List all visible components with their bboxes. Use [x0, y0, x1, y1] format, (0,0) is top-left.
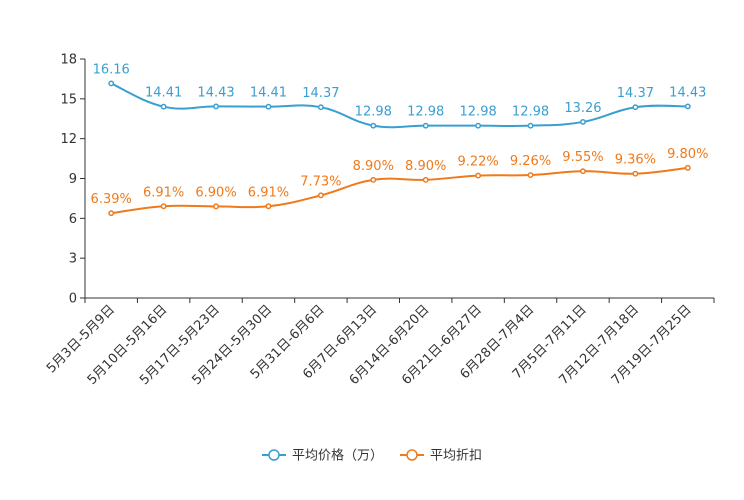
- data-label: 12.98: [512, 105, 549, 120]
- data-point: [370, 176, 377, 183]
- data-label: 8.90%: [353, 159, 394, 174]
- legend-swatch-marker: [268, 449, 280, 461]
- data-label: 14.43: [197, 85, 234, 100]
- data-point: [580, 168, 586, 175]
- data-point: [370, 122, 377, 129]
- data-point: [213, 203, 219, 210]
- data-label: 12.98: [355, 105, 392, 120]
- data-label: 9.22%: [457, 155, 498, 170]
- data-point: [265, 103, 272, 110]
- data-point: [108, 80, 115, 87]
- data-point: [580, 118, 586, 125]
- data-label: 12.98: [407, 105, 444, 120]
- legend: 平均价格（万） 平均折扣: [262, 448, 482, 464]
- data-point: [632, 104, 639, 111]
- y-tick-label: 18: [60, 53, 77, 68]
- data-point: [213, 103, 219, 110]
- data-label: 16.16: [93, 62, 130, 77]
- data-point: [527, 172, 534, 178]
- y-tick-label: 12: [60, 132, 77, 147]
- data-labels: 16.16 14.41 14.43 14.41 14.37 12.98 12.98 12.98…: [91, 62, 709, 207]
- legend-label: 平均折扣: [430, 449, 482, 464]
- data-label: 14.41: [145, 86, 182, 101]
- data-label: 6.91%: [143, 185, 184, 200]
- y-tick-label: 0: [69, 292, 77, 307]
- data-label: 6.90%: [195, 185, 236, 200]
- data-label: 13.26: [564, 101, 601, 116]
- data-label: 14.37: [617, 86, 654, 101]
- data-label: 9.26%: [510, 154, 551, 169]
- data-point: [475, 122, 482, 129]
- y-tick-label: 3: [69, 252, 77, 267]
- data-point: [160, 203, 167, 210]
- data-label: 7.73%: [300, 174, 341, 189]
- data-point: [317, 104, 324, 111]
- data-point: [422, 122, 429, 129]
- data-point: [422, 176, 429, 183]
- data-point: [684, 103, 691, 110]
- legend-swatch-marker: [406, 449, 418, 461]
- y-tick-label: 15: [60, 92, 77, 107]
- data-label: 14.37: [302, 86, 339, 101]
- data-point: [317, 192, 324, 199]
- data-point: [684, 164, 691, 171]
- series-line-1: [111, 166, 688, 215]
- data-label: 9.55%: [562, 150, 603, 165]
- data-label: 9.36%: [615, 153, 656, 168]
- series-layer: [108, 80, 691, 217]
- data-point: [632, 170, 639, 177]
- y-tick-label: 6: [69, 212, 77, 227]
- axes: 03691215185月3日-5月9日5月10日-5月16日5月17日-5月23…: [44, 53, 715, 388]
- legend-label: 平均价格（万）: [292, 448, 383, 464]
- data-label: 14.43: [669, 85, 706, 100]
- data-point: [108, 210, 115, 217]
- data-point: [475, 172, 482, 179]
- data-label: 6.91%: [248, 185, 289, 200]
- data-label: 12.98: [460, 105, 497, 120]
- data-point: [265, 203, 272, 210]
- data-label: 14.41: [250, 86, 287, 101]
- data-label: 9.80%: [667, 147, 708, 162]
- data-label: 6.39%: [91, 192, 132, 207]
- data-point: [160, 103, 167, 110]
- data-label: 8.90%: [405, 159, 446, 174]
- data-point: [527, 122, 534, 129]
- y-tick-label: 9: [69, 172, 77, 187]
- series-line-0: [110, 82, 688, 129]
